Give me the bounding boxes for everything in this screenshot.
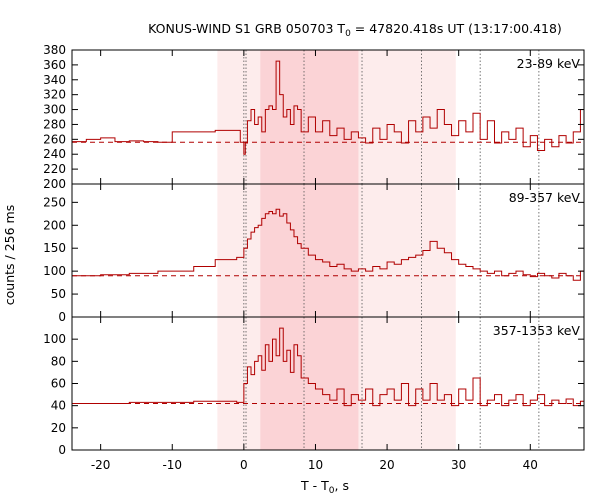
y-tick-label: 200 [43,177,66,191]
y-tick-label: 340 [43,73,66,87]
y-tick-label: 0 [58,443,66,457]
y-tick-label: 280 [43,117,66,131]
energy-band-label: 89-357 keV [509,190,581,205]
y-tick-label: 0 [58,310,66,324]
y-tick-label: 260 [43,132,66,146]
y-tick-label: 80 [51,354,66,368]
x-tick-label: -10 [162,458,182,472]
count-rate-series [72,60,584,155]
y-tick-label: 240 [43,147,66,161]
y-tick-label: 300 [43,103,66,117]
x-tick-label: 30 [451,458,466,472]
y-tick-label: 200 [43,218,66,232]
panel-2: 0 50 100 150 200 250 89-357 keV [43,183,585,324]
panel-3: 0 20 40 60 80 100 357-1353 keV [43,316,585,457]
y-tick-label: 150 [43,241,66,255]
y-tick-label: 50 [51,287,66,301]
energy-band-label: 357-1353 keV [493,323,581,338]
y-tick-label: 40 [51,399,66,413]
energy-band-label: 23-89 keV [517,56,581,71]
shade-region-2 [260,184,359,317]
count-rate-series [72,327,584,407]
x-tick-label: -20 [91,458,111,472]
x-axis-ticks: -20 -10 0 10 20 30 40 [91,458,538,472]
x-tick-label: 20 [379,458,394,472]
y-tick-label: 380 [43,43,66,57]
x-axis-label: T - T0, s [300,478,349,496]
y-tick-label: 220 [43,162,66,176]
x-tick-label: 10 [308,458,323,472]
y-tick-label: 20 [51,421,66,435]
chart-title: KONUS-WIND S1 GRB 050703 T0 = 47820.418s… [148,21,562,39]
count-rate-series [72,208,584,281]
y-tick-label: 100 [43,332,66,346]
y-axis-label: counts / 256 ms [2,205,17,305]
x-tick-label: 40 [523,458,538,472]
y-tick-label: 60 [51,377,66,391]
x-tick-label: 0 [240,458,248,472]
y-tick-label: 100 [43,264,66,278]
y-tick-label: 320 [43,88,66,102]
y-tick-label: 250 [43,195,66,209]
y-tick-label: 360 [43,58,66,72]
